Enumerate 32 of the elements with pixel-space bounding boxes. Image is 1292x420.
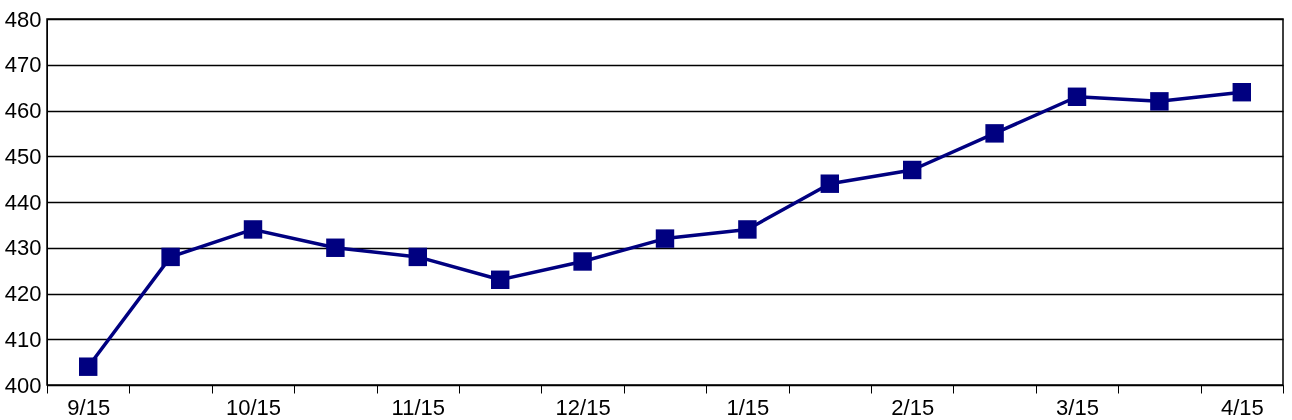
point: [655, 229, 675, 248]
point: [820, 174, 840, 193]
point: [738, 220, 757, 239]
point: [408, 247, 428, 267]
x-tick-label: 4/15: [1220, 394, 1264, 420]
x-tick-label: 1/15: [726, 394, 770, 420]
y-tick-label: 430: [4, 235, 42, 261]
point: [1067, 87, 1087, 106]
point: [161, 247, 180, 267]
x-tick-label: 2/15: [891, 394, 935, 420]
x-tick-label: 10/15: [225, 394, 282, 420]
y-tick-label: 450: [4, 143, 42, 169]
y-tick-label: 420: [4, 281, 42, 306]
point: [985, 124, 1004, 143]
x-tick-label: 9/15: [67, 394, 111, 420]
point: [1232, 82, 1252, 102]
point: [902, 160, 922, 180]
y-tick-label: 460: [4, 98, 42, 123]
point: [1150, 92, 1169, 111]
y-tick-label: 470: [4, 52, 42, 78]
x-tick-label: 12/15: [555, 394, 611, 420]
point: [326, 238, 345, 257]
point: [243, 220, 263, 239]
y-tick-label: 440: [4, 189, 42, 215]
x-tick-label: 11/15: [391, 394, 446, 420]
point: [78, 357, 98, 376]
point: [490, 270, 510, 289]
y-tick-label: 400: [4, 372, 42, 398]
point: [573, 252, 592, 271]
y-tick-label: 410: [4, 326, 42, 352]
x-tick-label: 3/15: [1056, 394, 1099, 420]
y-tick-label: 480: [4, 6, 42, 32]
